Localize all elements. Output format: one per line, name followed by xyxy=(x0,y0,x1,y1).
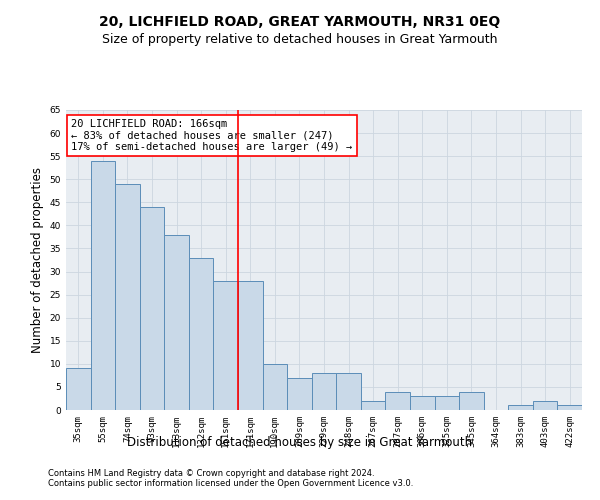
Text: 20, LICHFIELD ROAD, GREAT YARMOUTH, NR31 0EQ: 20, LICHFIELD ROAD, GREAT YARMOUTH, NR31… xyxy=(100,15,500,29)
Y-axis label: Number of detached properties: Number of detached properties xyxy=(31,167,44,353)
Bar xyxy=(115,184,140,410)
Bar xyxy=(66,368,91,410)
Text: Distribution of detached houses by size in Great Yarmouth: Distribution of detached houses by size … xyxy=(127,436,473,449)
Bar xyxy=(557,406,582,410)
Bar xyxy=(434,396,459,410)
Bar xyxy=(336,373,361,410)
Bar xyxy=(140,207,164,410)
Bar xyxy=(238,281,263,410)
Text: Contains public sector information licensed under the Open Government Licence v3: Contains public sector information licen… xyxy=(48,478,413,488)
Bar xyxy=(361,401,385,410)
Bar xyxy=(189,258,214,410)
Bar xyxy=(164,234,189,410)
Bar xyxy=(91,161,115,410)
Text: Contains HM Land Registry data © Crown copyright and database right 2024.: Contains HM Land Registry data © Crown c… xyxy=(48,468,374,477)
Bar xyxy=(508,406,533,410)
Bar xyxy=(459,392,484,410)
Text: Size of property relative to detached houses in Great Yarmouth: Size of property relative to detached ho… xyxy=(102,32,498,46)
Bar xyxy=(410,396,434,410)
Bar xyxy=(263,364,287,410)
Bar xyxy=(287,378,312,410)
Bar xyxy=(385,392,410,410)
Text: 20 LICHFIELD ROAD: 166sqm
← 83% of detached houses are smaller (247)
17% of semi: 20 LICHFIELD ROAD: 166sqm ← 83% of detac… xyxy=(71,119,352,152)
Bar xyxy=(312,373,336,410)
Bar xyxy=(533,401,557,410)
Bar xyxy=(214,281,238,410)
